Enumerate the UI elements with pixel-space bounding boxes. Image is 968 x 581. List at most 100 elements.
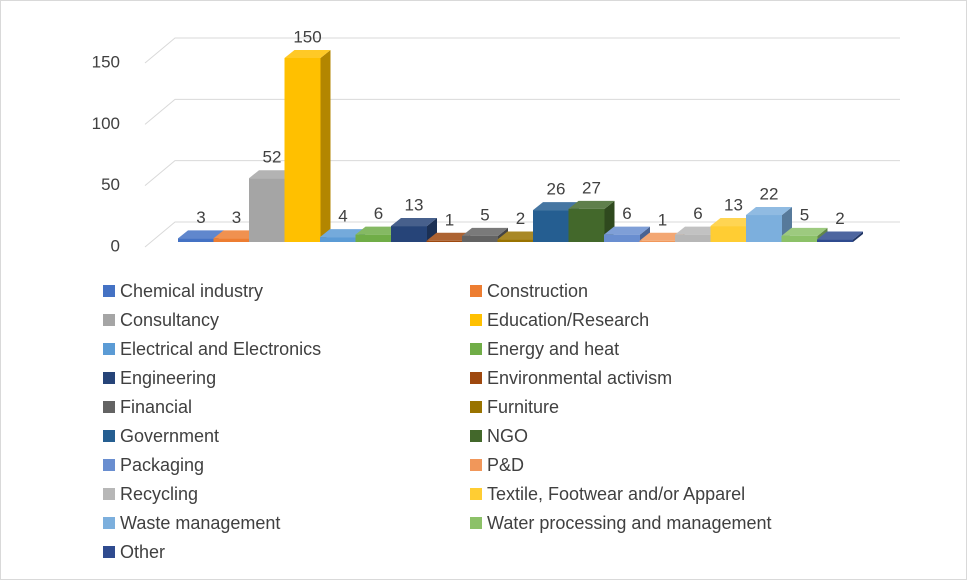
bar xyxy=(817,239,853,242)
legend-label: Packaging xyxy=(120,455,204,475)
bar-top xyxy=(639,232,686,241)
data-label: 22 xyxy=(760,184,779,203)
bar xyxy=(568,208,605,242)
legend-swatch xyxy=(470,285,482,297)
bar-top xyxy=(604,226,650,235)
bar xyxy=(391,226,427,242)
legend-swatch xyxy=(470,488,482,500)
bar-top xyxy=(249,170,295,179)
bar xyxy=(710,226,747,242)
bar-top xyxy=(710,218,757,227)
y-tick-label: 100 xyxy=(92,114,120,133)
bar xyxy=(284,58,321,242)
bar-top xyxy=(391,218,437,227)
bar-top xyxy=(462,227,508,236)
data-label: 150 xyxy=(293,27,321,46)
data-label: 1 xyxy=(445,210,454,229)
bar-side xyxy=(640,226,650,242)
data-label: 13 xyxy=(724,196,743,215)
legend-swatch xyxy=(103,517,115,529)
grid-line xyxy=(144,98,900,125)
legend-label: Waste management xyxy=(120,513,280,533)
bar xyxy=(639,240,676,242)
legend-swatch xyxy=(470,459,482,471)
bar-top xyxy=(746,207,792,216)
bar xyxy=(781,235,818,242)
grid-line xyxy=(144,221,900,248)
legend-label: Environmental activism xyxy=(487,368,672,388)
bar xyxy=(604,234,640,242)
legend-swatch xyxy=(470,314,482,326)
y-tick-label: 150 xyxy=(92,52,120,71)
legend-label: Energy and heat xyxy=(487,339,619,359)
legend-label: P&D xyxy=(487,455,524,475)
data-label: 26 xyxy=(547,180,566,199)
legend-swatch xyxy=(103,430,115,442)
legend-swatch xyxy=(103,488,115,500)
legend-swatch xyxy=(470,343,482,355)
y-tick-label: 50 xyxy=(101,175,120,194)
legend-label: Construction xyxy=(487,281,588,301)
legend-swatch xyxy=(103,546,115,558)
legend-swatch xyxy=(103,285,115,297)
bar-side xyxy=(853,231,863,242)
legend-swatch xyxy=(470,401,482,413)
data-label: 3 xyxy=(196,208,205,227)
bar-side xyxy=(427,218,437,242)
data-label: 5 xyxy=(480,205,489,224)
grid-line xyxy=(144,37,900,64)
legend-swatch xyxy=(103,459,115,471)
legend-label: Education/Research xyxy=(487,310,649,330)
data-label: 6 xyxy=(374,204,383,223)
bar xyxy=(675,234,711,242)
legend-swatch xyxy=(470,517,482,529)
bar xyxy=(355,234,392,242)
legend-label: Electrical and Electronics xyxy=(120,339,321,359)
data-label: 6 xyxy=(622,204,631,223)
bar xyxy=(533,210,569,242)
bar-top xyxy=(426,232,473,241)
bar xyxy=(462,235,498,242)
legend-swatch xyxy=(103,372,115,384)
bar-top xyxy=(497,231,544,240)
data-label: 13 xyxy=(405,196,424,215)
bar-top xyxy=(284,50,331,58)
bar xyxy=(213,238,250,242)
bar-top xyxy=(213,230,260,239)
legend-label: Chemical industry xyxy=(120,281,263,301)
bar-top xyxy=(675,226,721,235)
legend-label: Consultancy xyxy=(120,310,219,330)
bar xyxy=(426,240,463,242)
data-label: 6 xyxy=(693,204,702,223)
data-label: 5 xyxy=(800,205,809,224)
bar xyxy=(746,215,782,242)
legend-swatch xyxy=(470,372,482,384)
legend-label: Textile, Footwear and/or Apparel xyxy=(487,484,745,504)
legend-label: Recycling xyxy=(120,484,198,504)
legend-label: Engineering xyxy=(120,368,216,388)
bar-top xyxy=(781,227,828,236)
bar xyxy=(497,239,534,242)
grid-line xyxy=(144,160,900,187)
legend-label: Water processing and management xyxy=(487,513,771,533)
legend-swatch xyxy=(103,401,115,413)
legend-label: Furniture xyxy=(487,397,559,417)
bar-top xyxy=(568,200,615,209)
legend-label: Other xyxy=(120,542,165,562)
data-label: 2 xyxy=(516,209,525,228)
bar-top xyxy=(320,229,366,238)
bar xyxy=(178,238,214,242)
bar-top xyxy=(178,230,224,239)
legend-swatch xyxy=(470,430,482,442)
legend-swatch xyxy=(103,314,115,326)
y-tick-label: 0 xyxy=(111,236,120,255)
legend-label: Government xyxy=(120,426,219,446)
legend-swatch xyxy=(103,343,115,355)
bar-top xyxy=(533,202,579,211)
bar xyxy=(320,237,356,242)
legend-label: NGO xyxy=(487,426,528,446)
data-label: 3 xyxy=(232,208,241,227)
data-label: 27 xyxy=(582,178,601,197)
